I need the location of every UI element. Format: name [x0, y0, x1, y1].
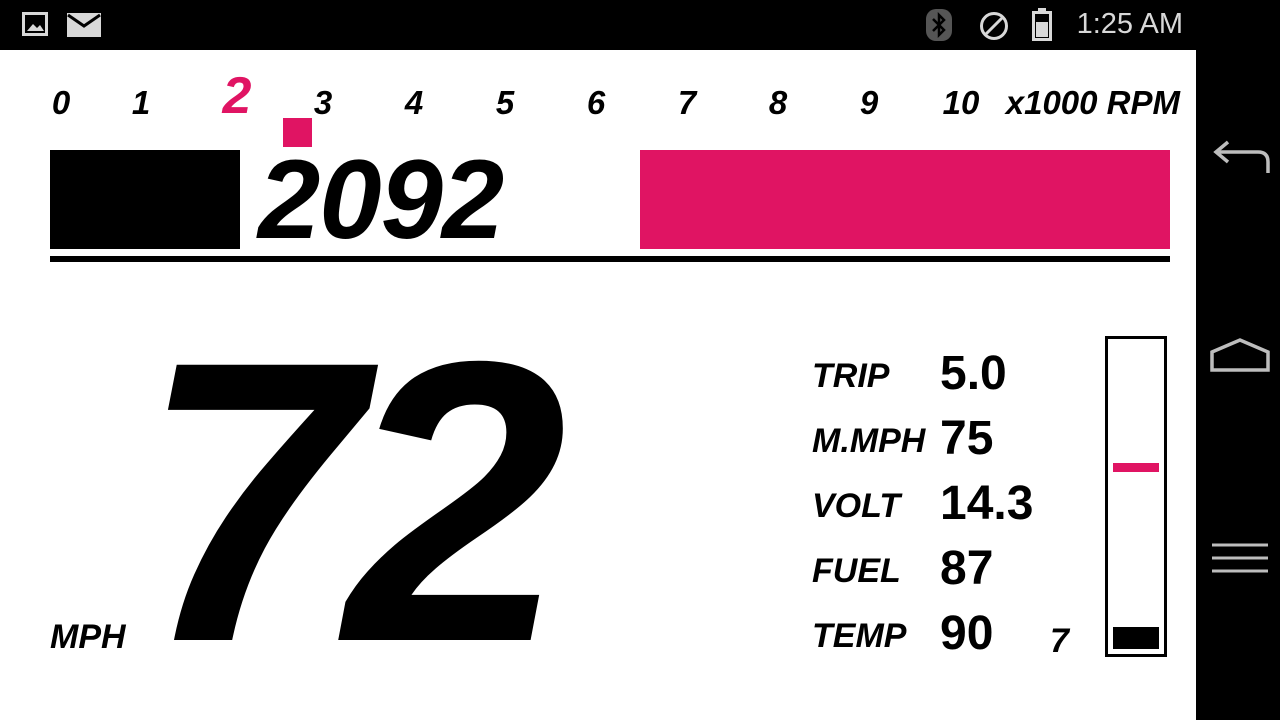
- home-icon[interactable]: [1210, 338, 1270, 378]
- rpm-marker: [283, 118, 312, 147]
- stat-value-temp: 90: [940, 607, 994, 660]
- rpm-gauge-bar-right: [640, 150, 1170, 249]
- dashboard: 0 1 2 3 4 5 6 7 8 9 10 x1000 RPM 2092 72…: [0, 50, 1196, 720]
- rpm-tick: 7: [677, 84, 697, 121]
- rpm-tick: 6: [586, 84, 606, 121]
- stat-value-fuel: 87: [940, 542, 994, 595]
- navigation-bar: [1196, 50, 1280, 720]
- rpm-tick: 3: [313, 84, 333, 121]
- rpm-gauge-bar-left: [50, 150, 240, 249]
- rpm-tick: 5: [495, 84, 515, 121]
- email-icon: [67, 13, 101, 42]
- rpm-tick: 10: [942, 84, 980, 121]
- back-icon[interactable]: [1210, 138, 1270, 178]
- menu-icon[interactable]: [1210, 540, 1270, 580]
- stat-label-max-mph: M.MPH: [812, 422, 926, 460]
- stat-label-fuel: FUEL: [812, 552, 901, 590]
- stat-value-trip: 5.0: [940, 347, 1007, 400]
- stat-label-temp: TEMP: [812, 617, 907, 655]
- stat-label-volt: VOLT: [812, 487, 901, 525]
- rpm-tick: 1: [131, 84, 151, 121]
- do-not-disturb-icon: [979, 11, 1009, 46]
- speed-readout: 72: [140, 278, 567, 725]
- rpm-unit-label: x1000 RPM: [1005, 84, 1180, 121]
- bluetooth-icon: [926, 9, 952, 46]
- divider: [50, 256, 1170, 262]
- status-time: 1:25 AM: [1076, 8, 1183, 40]
- rpm-tick: 9: [859, 84, 879, 121]
- rpm-tick: 0: [51, 84, 71, 121]
- rpm-readout: 2092: [258, 137, 504, 262]
- rpm-tick: 8: [768, 84, 788, 121]
- gear-indicator: 7: [1050, 622, 1069, 660]
- status-bar: 1:25 AM: [0, 0, 1280, 50]
- rpm-tick: 4: [404, 84, 424, 121]
- stat-value-max-mph: 75: [940, 412, 994, 465]
- image-icon: [22, 12, 48, 41]
- gauge-base-block: [1113, 627, 1159, 649]
- stat-label-trip: TRIP: [812, 357, 890, 395]
- stat-value-volt: 14.3: [940, 477, 1034, 530]
- rpm-tick-active: 2: [222, 67, 252, 125]
- speed-unit-label: MPH: [50, 618, 126, 656]
- battery-icon: [1032, 8, 1052, 46]
- gauge-level-marker: [1113, 463, 1159, 472]
- vertical-gauge: [1105, 336, 1167, 657]
